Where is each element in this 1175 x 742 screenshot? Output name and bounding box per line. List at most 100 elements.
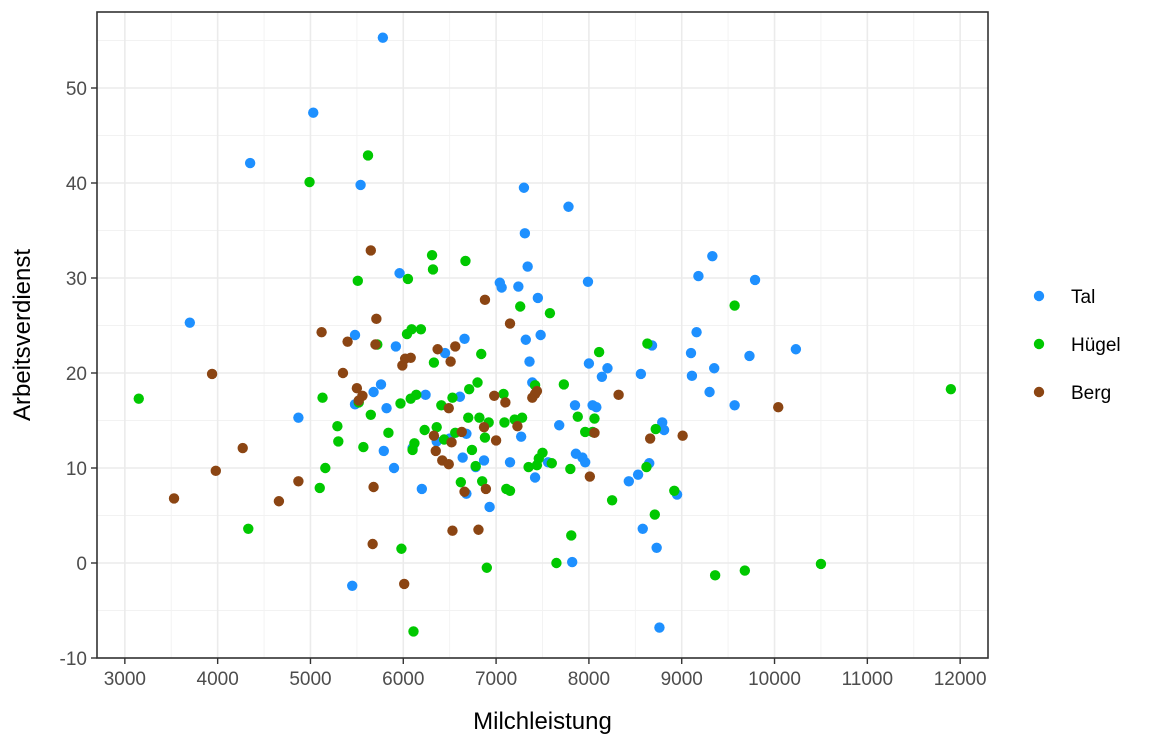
data-point [623,476,635,487]
data-point [669,485,680,496]
data-point [337,367,349,379]
gridlines [97,12,988,659]
legend-item: Berg [1033,383,1111,404]
data-point [293,412,304,423]
data-point [685,347,697,359]
data-point [426,250,438,261]
data-point [790,344,802,355]
data-point [504,318,516,329]
data-point [554,420,565,431]
data-point [582,276,594,287]
data-point [333,436,344,447]
data-point [513,281,524,292]
data-point [316,326,327,338]
data-point [474,412,485,423]
y-axis-title: Arbeitsverdienst [9,249,36,421]
data-point [707,250,718,262]
data-point [499,417,510,428]
data-point [529,472,541,483]
legend-item: Hügel [1033,335,1121,356]
data-point [709,570,721,581]
data-point [408,626,419,637]
data-point [481,562,493,573]
data-point [473,524,484,535]
data-point [584,471,596,482]
data-point [377,32,389,43]
data-point [567,556,578,568]
data-point [596,371,608,382]
x-tick-label: 4000 [197,669,239,690]
data-points [133,32,957,637]
legend-item: Tal [1033,287,1095,308]
data-point [739,565,751,576]
y-tick-label: 20 [66,364,87,385]
data-point [500,397,511,408]
data-point [450,341,461,352]
data-point [524,356,535,367]
data-point [641,461,652,473]
data-point [686,370,698,382]
data-point [518,182,530,193]
data-point [388,462,400,474]
data-point [184,317,196,328]
data-point [460,255,471,267]
data-point [479,432,491,443]
data-point [519,228,531,239]
x-tick-label: 12000 [934,669,987,690]
data-point [320,462,331,474]
data-point [479,294,491,306]
data-point [637,523,648,534]
data-point [544,307,556,319]
data-point [515,301,526,312]
data-point [383,427,394,439]
data-point [368,481,379,493]
data-point [293,476,304,487]
data-point [572,411,583,422]
data-point [394,268,405,279]
data-point [237,442,248,454]
data-point [431,421,442,433]
data-point [409,438,420,449]
x-axis-title: Milchleistung [473,708,612,735]
data-point [515,431,527,442]
data-point [565,463,576,475]
legend: Tal Hügel Berg [1033,287,1121,404]
data-point [358,441,369,453]
data-point [749,274,761,286]
data-point [406,324,417,335]
x-axis-ticks: 3000 4000 5000 6000 7000 8000 9000 10000 11000 12… [104,658,987,690]
data-point [677,430,688,441]
data-point [476,348,487,360]
data-point [362,150,374,161]
data-point [546,458,557,469]
data-point [428,430,440,441]
data-point [490,435,502,446]
data-point [402,273,414,285]
data-point [455,477,467,488]
data-point [420,389,431,401]
data-point [168,493,180,504]
data-point [566,530,577,541]
data-point [563,201,574,212]
data-point [478,421,490,433]
data-point [243,523,254,534]
data-point [349,329,361,341]
data-point [478,455,490,466]
data-point [375,379,387,390]
data-point [428,357,440,368]
data-point [432,344,443,355]
data-point [537,447,548,458]
data-point [654,622,665,633]
data-point [691,326,702,338]
x-tick-label: 6000 [382,669,424,690]
x-tick-label: 8000 [568,669,610,690]
data-point [649,509,661,520]
data-point [498,388,509,400]
data-point [593,346,605,358]
data-point [447,525,458,536]
data-point [531,385,543,397]
data-point [496,282,507,293]
data-point [244,157,256,169]
data-point [523,461,534,473]
